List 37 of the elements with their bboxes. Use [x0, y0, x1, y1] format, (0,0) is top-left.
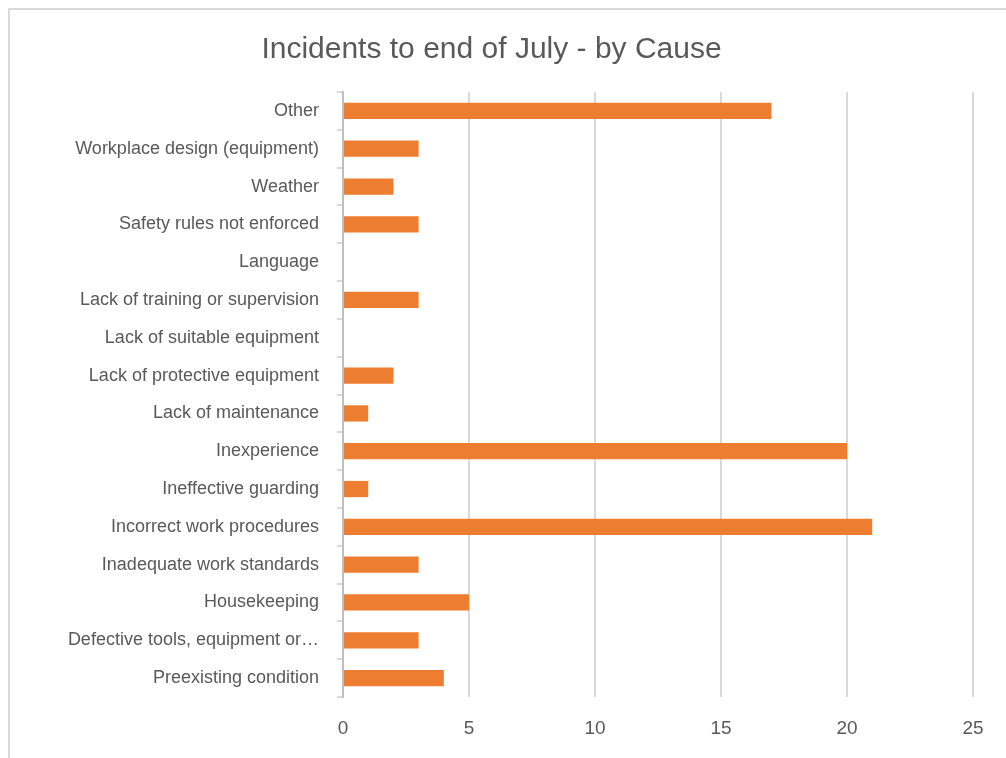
x-tick-label: 25	[962, 716, 984, 738]
y-tick-label: Other	[273, 99, 319, 120]
bar	[344, 405, 369, 422]
y-tick-label: Lack of protective equipment	[88, 364, 319, 385]
y-tick-label: Language	[238, 251, 319, 272]
y-tick-label: Preexisting condition	[152, 667, 319, 688]
x-tick-label: 15	[710, 716, 732, 738]
y-tick-label: Weather	[251, 175, 319, 196]
bar	[344, 556, 419, 573]
x-tick-label: 0	[337, 716, 349, 738]
y-tick-label: Workplace design (equipment)	[75, 137, 319, 158]
y-tick-label: Inadequate work standards	[101, 553, 319, 574]
bar	[344, 367, 394, 384]
y-tick-label: Safety rules not enforced	[118, 213, 319, 234]
bar	[344, 480, 369, 498]
bar	[344, 443, 847, 460]
y-tick-label: Incorrect work procedures	[110, 515, 319, 536]
bar	[344, 291, 419, 309]
bar	[344, 102, 772, 120]
y-tick-label: Ineffective guarding	[162, 478, 319, 498]
x-tick-label: 10	[584, 716, 606, 738]
bar	[344, 669, 444, 687]
x-tick-label: 5	[463, 716, 475, 738]
y-tick-label: Defective tools, equipment or…	[67, 629, 319, 650]
x-tick-label: 20	[836, 716, 858, 738]
y-tick-label: Inexperience	[215, 440, 319, 461]
bar	[344, 216, 419, 233]
bar	[344, 594, 469, 611]
chart-title: Incidents to end of July - by Cause	[261, 31, 722, 65]
y-tick-label: Lack of training or supervision	[79, 288, 319, 309]
bar	[344, 518, 873, 535]
bar	[344, 632, 419, 649]
y-tick-label: Housekeeping	[203, 591, 319, 612]
y-tick-label: Lack of maintenance	[152, 402, 319, 423]
bar	[344, 178, 394, 195]
bar	[344, 140, 419, 157]
y-tick-label: Lack of suitable equipment	[104, 326, 319, 347]
